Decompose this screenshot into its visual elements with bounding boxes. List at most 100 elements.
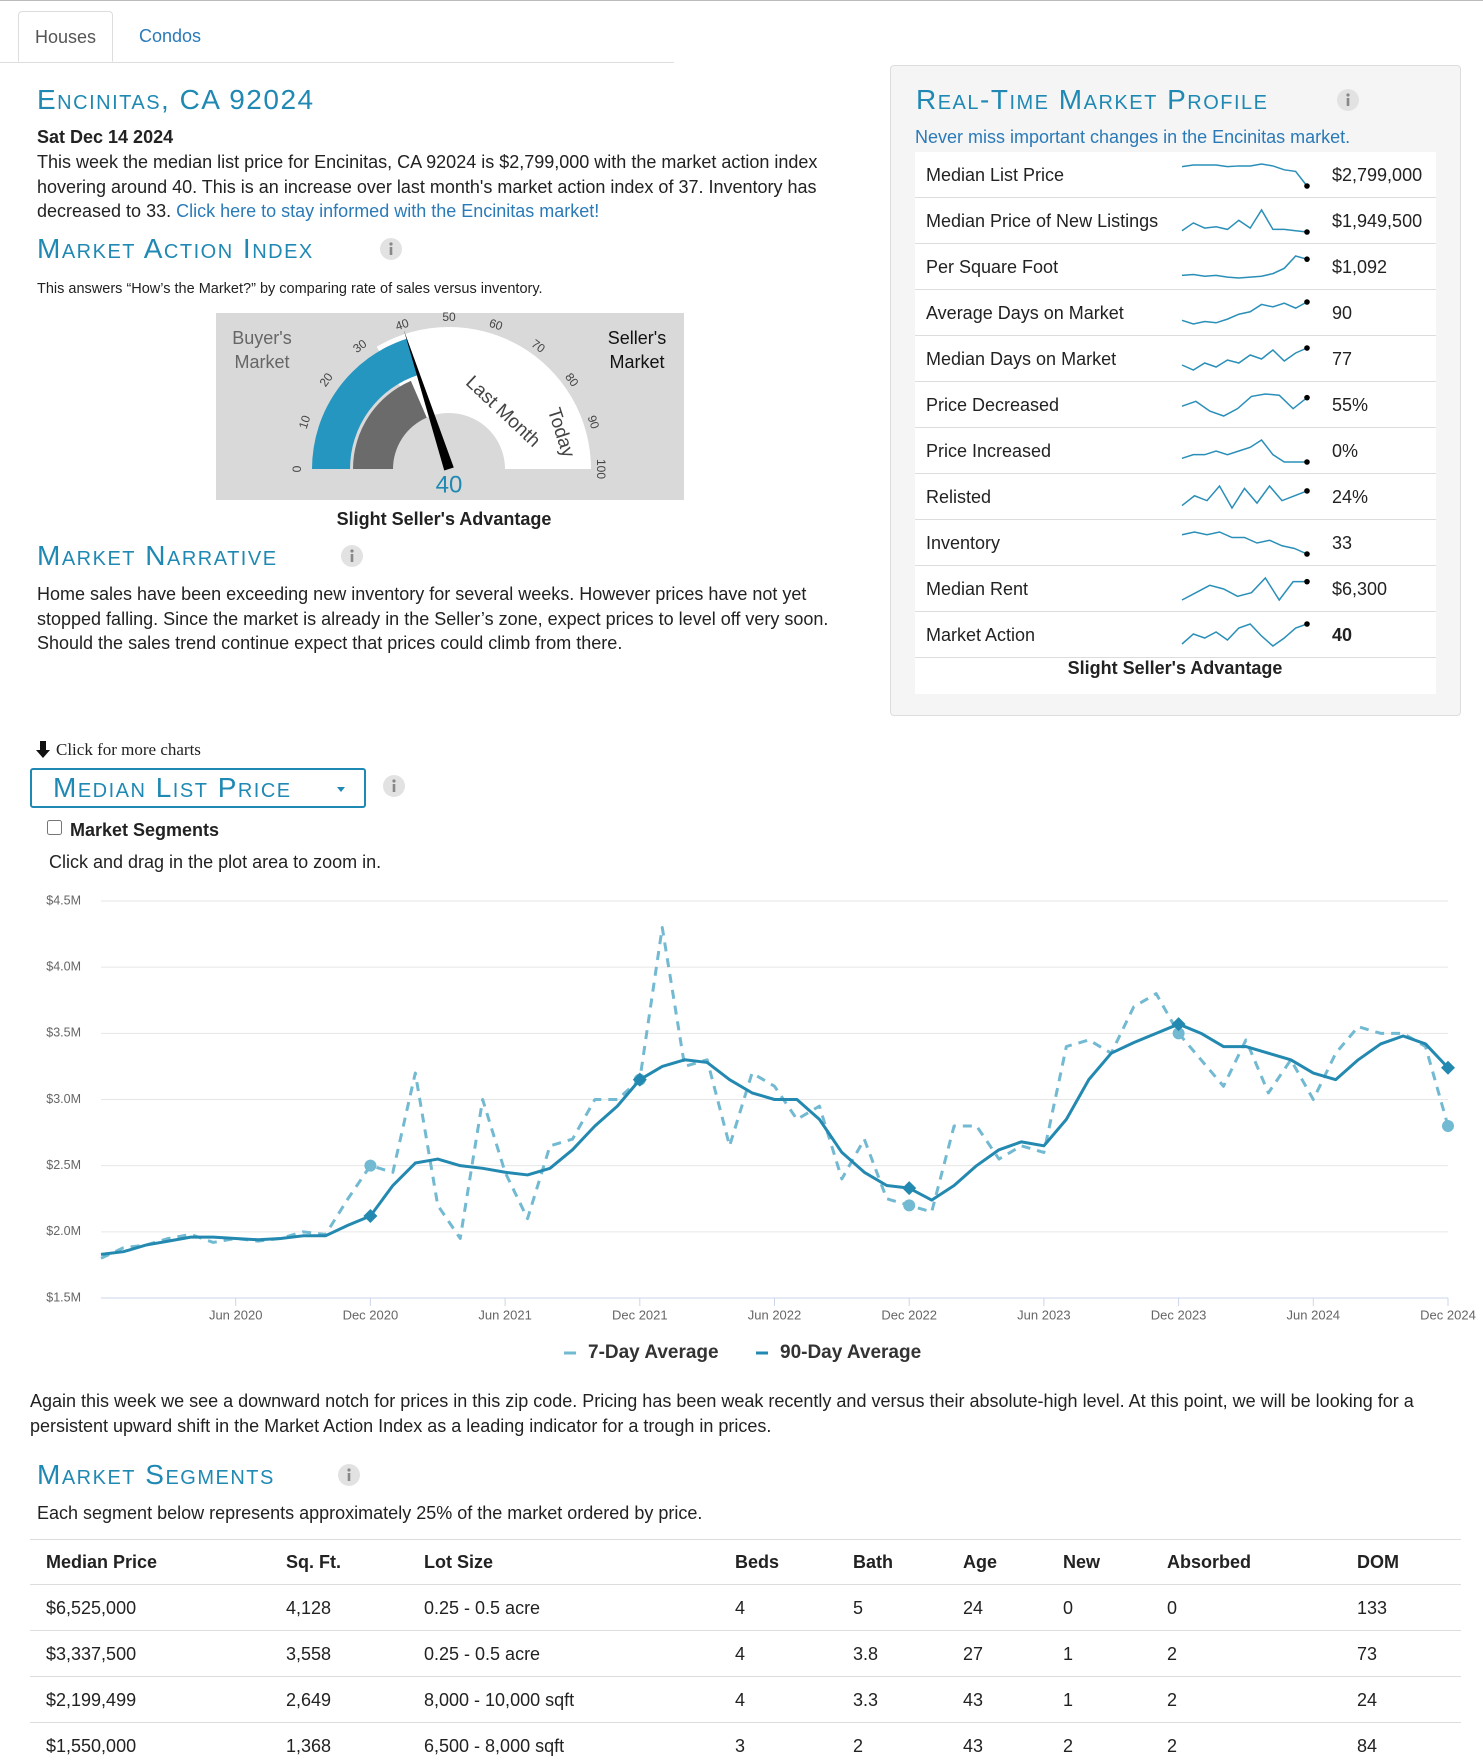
series-line — [100, 925, 1450, 1260]
table-cell: 133 — [1357, 1598, 1388, 1618]
info-icon — [383, 775, 405, 797]
table-cell: 4 — [735, 1690, 746, 1710]
table-rule — [30, 1722, 1461, 1723]
table-cell: 24 — [1357, 1690, 1378, 1710]
series-marker — [1442, 1119, 1454, 1132]
table-cell: 2 — [1167, 1644, 1178, 1664]
profile-row-border — [915, 197, 1436, 198]
info-icon — [341, 545, 363, 567]
table-header: Lot Size — [424, 1552, 494, 1572]
table-cell: 3.3 — [853, 1690, 879, 1710]
info-stem — [392, 784, 396, 792]
profile-row-border — [915, 243, 1436, 244]
y-tick-label: $3.0M — [46, 1092, 81, 1106]
profile-row-border — [915, 565, 1436, 566]
table-cell: 4 — [735, 1598, 746, 1618]
y-tick-label: $2.0M — [46, 1224, 81, 1238]
date: Sat Dec 14 2024 — [37, 127, 174, 147]
gauge-tick-label: 30 — [350, 336, 369, 355]
table-header: Median Price — [46, 1552, 158, 1572]
more-charts-hint[interactable]: Click for more charts — [56, 740, 201, 759]
gauge-verdict: Slight Seller's Advantage — [336, 509, 552, 529]
table-cell: 2 — [853, 1736, 864, 1756]
x-tick-label: Dec 2020 — [343, 1307, 399, 1322]
gauge-value: 40 — [436, 471, 463, 498]
series-marker — [903, 1199, 916, 1212]
table-cell: 3 — [735, 1736, 746, 1756]
profile-row-border — [915, 289, 1436, 290]
x-tick-label: Dec 2024 — [1420, 1307, 1476, 1322]
y-tick-label: $2.5M — [46, 1158, 81, 1172]
summary-link[interactable]: Click here to stay informed with the Enc… — [176, 201, 600, 222]
table-cell: 3,558 — [286, 1644, 332, 1664]
table-header: Bath — [853, 1552, 893, 1572]
table-cell: 2 — [1167, 1736, 1178, 1756]
table-header: Sq. Ft. — [286, 1552, 341, 1572]
profile-row-border — [915, 335, 1436, 336]
chart-note: Again this week we see a downward notch … — [30, 1391, 1414, 1436]
profile-row-label: Market Action — [926, 625, 1036, 645]
summary-text: This week the median list price for Enci… — [37, 152, 818, 222]
info-stem — [347, 1473, 351, 1481]
dropdown-caret — [337, 787, 345, 792]
gauge-tick-label: 50 — [442, 310, 456, 324]
profile-row-border — [915, 473, 1436, 474]
gauge-needle — [403, 330, 454, 471]
table-cell: 2 — [1167, 1690, 1178, 1710]
summary: This week the median list price for Enci… — [37, 150, 827, 224]
profile-row-value: $1,949,500 — [1332, 211, 1423, 231]
table-cell: $6,525,000 — [46, 1598, 137, 1618]
profile-row-label: Relisted — [926, 487, 992, 507]
info-stem — [389, 247, 393, 255]
series-marker — [364, 1159, 377, 1172]
chart-dropdown[interactable]: Median List Price — [30, 768, 366, 808]
table-cell: 1,368 — [286, 1736, 332, 1756]
table-cell: 43 — [963, 1736, 984, 1756]
profile-row-label: Inventory — [926, 533, 1001, 553]
series-marker — [1441, 1060, 1455, 1075]
gauge-tick-label: 10 — [296, 413, 314, 430]
profile-row-border — [915, 427, 1436, 428]
profile-table-bg — [915, 152, 1436, 694]
series-line — [100, 1022, 1450, 1256]
profile-row-value: 0% — [1332, 441, 1359, 461]
gauge-buyer-label: Buyer's Market — [232, 328, 292, 372]
table-cell: 27 — [963, 1644, 984, 1664]
page-title: Encinitas, CA 92024 — [37, 84, 315, 115]
series-marker — [1172, 1027, 1185, 1040]
segments-subtitle: Each segment below represents approximat… — [37, 1503, 703, 1523]
tab-houses[interactable]: Houses — [18, 11, 113, 62]
table-cell: 4 — [735, 1644, 746, 1664]
x-tick-label: Jun 2023 — [1017, 1307, 1071, 1322]
table-cell: $1,550,000 — [46, 1736, 137, 1756]
gauge-tick-label: 80 — [562, 370, 581, 389]
profile-row-label: Median List Price — [926, 165, 1065, 185]
x-tick-label: Jun 2021 — [478, 1307, 532, 1322]
table-cell: $2,199,499 — [46, 1690, 137, 1710]
profile-row-value: $1,092 — [1332, 257, 1388, 277]
gauge-white-zone — [376, 327, 591, 469]
gauge-last-month-band — [353, 380, 427, 469]
profile-row-border — [915, 519, 1436, 520]
gauge-tick-label: 40 — [394, 316, 411, 334]
table-cell: 4,128 — [286, 1598, 332, 1618]
x-tick-label: Dec 2022 — [881, 1307, 937, 1322]
table-cell: 1 — [1063, 1690, 1074, 1710]
profile-row-border — [915, 657, 1436, 658]
gauge-tick-label: 100 — [594, 459, 608, 479]
y-tick-label: $1.5M — [46, 1290, 81, 1304]
series-marker — [902, 1181, 917, 1196]
table-cell: $3,337,500 — [46, 1644, 137, 1664]
tab-condos[interactable]: Condos — [139, 26, 202, 46]
profile-row-value: $6,300 — [1332, 579, 1388, 599]
zoom-hint: Click and drag in the plot area to zoom … — [49, 852, 382, 872]
profile-row-label: Price Increased — [926, 441, 1052, 461]
legend-label: 90-Day Average — [780, 1342, 921, 1363]
x-tick-label: Jun 2022 — [748, 1307, 802, 1322]
info-stem — [350, 554, 354, 562]
profile-row-label: Median Rent — [926, 579, 1029, 599]
narrative-text: Home sales have been exceeding new inven… — [37, 584, 829, 654]
profile-row-value: 40 — [1332, 625, 1353, 645]
segments-checkbox[interactable] — [47, 820, 62, 835]
